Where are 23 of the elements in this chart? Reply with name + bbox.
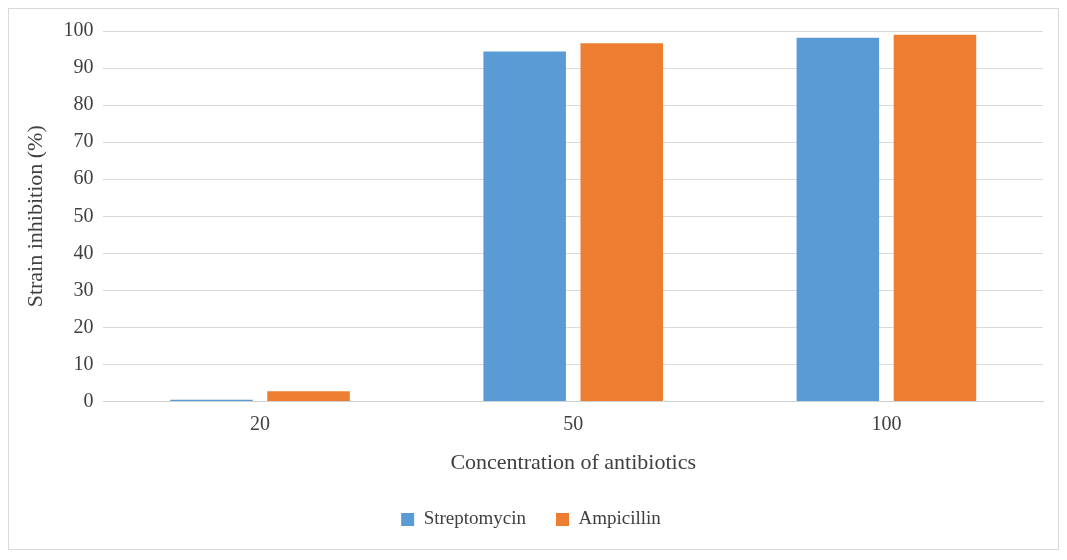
y-tick-label: 10 [73,351,94,374]
x-tick-label: 20 [250,411,270,434]
legend-label: Ampicillin [578,507,662,529]
y-tick-label: 60 [73,166,94,189]
y-tick-label: 40 [73,240,94,263]
y-axis-title: Strain inhibition (%) [21,125,47,308]
legend-label: Streptomycin [423,507,527,529]
y-tick-label: 50 [73,203,94,226]
bar [580,43,664,402]
y-tick-label: 20 [73,314,94,337]
bar [796,37,880,402]
y-tick-label: 70 [73,129,94,152]
bar [483,51,566,402]
bar [893,34,977,402]
x-tick-label: 50 [563,411,584,434]
y-tick-label: 80 [73,92,94,115]
x-axis-title: Concentration of antibiotics [450,448,696,474]
bar [267,391,350,402]
x-tick-label: 100 [871,411,902,434]
y-tick-label: 90 [73,55,94,78]
y-tick-label: 100 [63,18,94,41]
y-tick-label: 0 [83,388,94,411]
y-tick-label: 30 [73,277,94,300]
